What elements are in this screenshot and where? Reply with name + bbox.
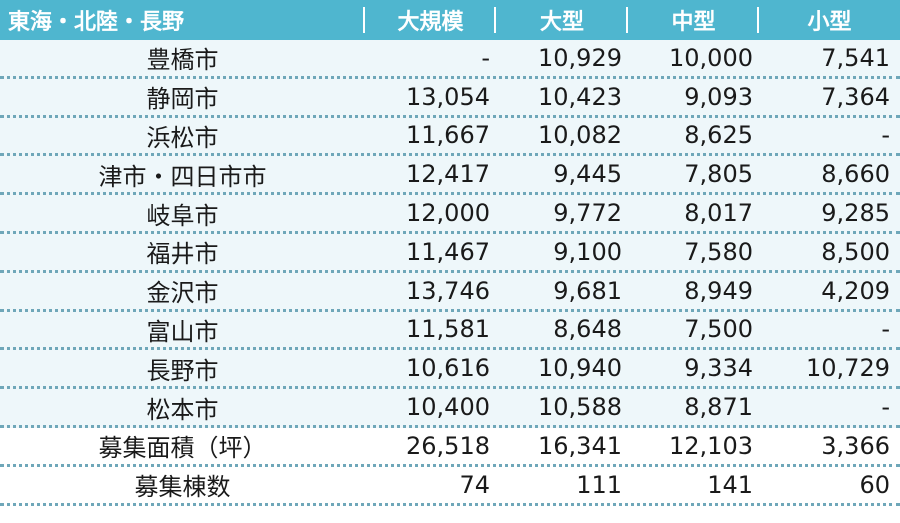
city-name: 浜松市 (146, 123, 219, 152)
value-large-scale: 12,000 (406, 199, 490, 228)
value-medium: 12,103 (669, 431, 753, 460)
value-large-scale: 11,667 (406, 121, 490, 150)
value-small: 8,500 (821, 237, 890, 266)
value-large-scale: 12,417 (406, 160, 490, 189)
value-medium: 7,805 (684, 160, 753, 189)
city-name: 豊橋市 (146, 46, 219, 75)
value-large-scale: 11,467 (406, 237, 490, 266)
value-large-scale: 10,400 (406, 393, 490, 422)
value-medium: 8,017 (684, 199, 753, 228)
city-name: 長野市 (146, 356, 219, 385)
city-name: 金沢市 (146, 279, 219, 308)
value-small: 9,285 (821, 199, 890, 228)
value-small: - (881, 393, 890, 422)
value-medium: 8,625 (684, 121, 753, 150)
value-large: 16,341 (538, 431, 622, 460)
table-row: 松本市 10,400 10,588 8,871 - (0, 389, 900, 428)
header-large-scale: 大規模 (365, 0, 496, 40)
value-medium: 8,871 (684, 393, 753, 422)
summary-row-area: 募集面積（坪） 26,518 16,341 12,103 3,366 (0, 427, 900, 467)
city-name: 岐阜市 (146, 201, 219, 230)
value-large: 10,588 (538, 393, 622, 422)
summary-label: 募集棟数 (134, 473, 231, 502)
header-medium: 中型 (628, 0, 759, 40)
city-name: 津市・四日市市 (98, 162, 267, 191)
value-medium: 9,093 (684, 82, 753, 111)
value-large-scale: - (481, 43, 490, 72)
value-small: 60 (859, 470, 890, 499)
table-row: 豊橋市 - 10,929 10,000 7,541 (0, 40, 900, 79)
value-small: 8,660 (821, 160, 890, 189)
rent-table: 東海・北陸・長野 大規模 大型 中型 小型 豊橋市 - 10,929 10,00… (0, 0, 900, 506)
value-medium: 8,949 (684, 276, 753, 305)
table-row: 静岡市 13,054 10,423 9,093 7,364 (0, 78, 900, 118)
value-large: 9,100 (553, 237, 622, 266)
table-row: 福井市 11,467 9,100 7,580 8,500 (0, 233, 900, 273)
table-header: 東海・北陸・長野 大規模 大型 中型 小型 (0, 0, 900, 40)
value-large-scale: 13,746 (406, 276, 490, 305)
value-large: 8,648 (553, 315, 622, 344)
table-row: 長野市 10,616 10,940 9,334 10,729 (0, 350, 900, 390)
table-row: 富山市 11,581 8,648 7,500 - (0, 311, 900, 351)
value-small: 7,541 (821, 43, 890, 72)
city-name: 静岡市 (146, 85, 219, 114)
value-large-scale: 26,518 (406, 431, 490, 460)
header-small: 小型 (807, 10, 852, 35)
city-name: 福井市 (146, 240, 219, 269)
city-name: 松本市 (146, 395, 219, 424)
value-large: 9,445 (553, 160, 622, 189)
city-name: 富山市 (146, 317, 219, 346)
value-large-scale: 74 (459, 470, 490, 499)
value-large-scale: 10,616 (406, 354, 490, 383)
value-large: 10,423 (538, 82, 622, 111)
value-large-scale: 13,054 (406, 82, 490, 111)
value-large: 10,082 (538, 121, 622, 150)
value-small: 7,364 (821, 82, 890, 111)
value-medium: 9,334 (684, 354, 753, 383)
value-large: 111 (576, 470, 622, 499)
table-row: 岐阜市 12,000 9,772 8,017 9,285 (0, 195, 900, 234)
value-large: 10,929 (538, 43, 622, 72)
table-row: 浜松市 11,667 10,082 8,625 - (0, 117, 900, 157)
value-large: 9,772 (553, 199, 622, 228)
header-large: 大型 (496, 0, 628, 40)
table-row: 津市・四日市市 12,417 9,445 7,805 8,660 (0, 156, 900, 196)
value-small: 10,729 (806, 354, 890, 383)
summary-label: 募集面積（坪） (98, 434, 267, 463)
header-region: 東海・北陸・長野 (0, 0, 365, 40)
value-small: 4,209 (821, 276, 890, 305)
value-large-scale: 11,581 (406, 315, 490, 344)
value-small: 3,366 (821, 431, 890, 460)
value-small: - (881, 315, 890, 344)
summary-row-buildings: 募集棟数 74 111 141 60 (0, 466, 900, 506)
value-medium: 141 (707, 470, 753, 499)
value-medium: 10,000 (669, 43, 753, 72)
value-large: 10,940 (538, 354, 622, 383)
value-medium: 7,500 (684, 315, 753, 344)
table-row: 金沢市 13,746 9,681 8,949 4,209 (0, 272, 900, 312)
value-small: - (881, 121, 890, 150)
value-large: 9,681 (553, 276, 622, 305)
value-medium: 7,580 (684, 237, 753, 266)
